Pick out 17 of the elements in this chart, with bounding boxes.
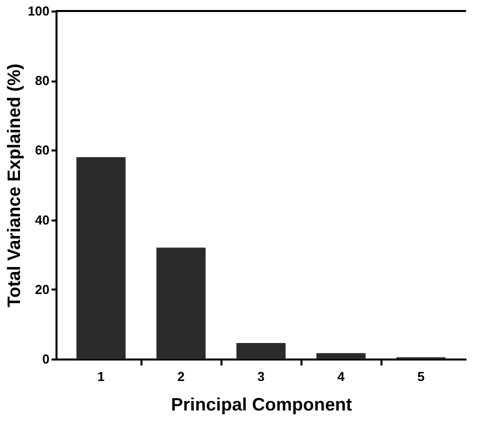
y-tick-label: 100 (28, 4, 50, 18)
bar (76, 157, 126, 359)
y-tick-label: 40 (35, 212, 50, 228)
x-axis-title: Principal Component (170, 394, 352, 414)
x-tick-label: 2 (177, 369, 185, 384)
x-tick-label: 5 (417, 369, 425, 384)
bar (236, 342, 286, 359)
y-tick-label: 0 (42, 352, 50, 366)
y-axis-title: Total Variance Explained (%) (4, 64, 24, 308)
x-tick-label: 1 (97, 369, 105, 384)
y-tick-label: 60 (35, 142, 50, 158)
x-tick-label: 3 (257, 369, 265, 384)
bar (156, 248, 206, 359)
bar (316, 353, 366, 359)
x-tick-label: 4 (337, 369, 346, 384)
y-tick-label: 20 (35, 282, 50, 297)
y-tick-label: 80 (35, 73, 50, 88)
